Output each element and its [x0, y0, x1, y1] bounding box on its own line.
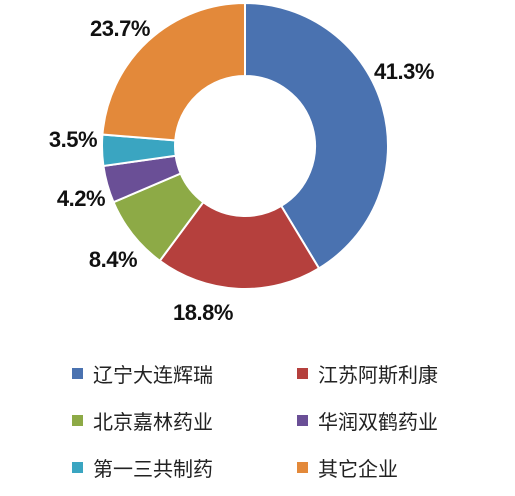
legend-swatch [72, 367, 83, 379]
legend-label: 其它企业 [318, 456, 398, 481]
value-label-4: 4.2% [57, 186, 105, 211]
donut-slice-2 [158, 200, 321, 290]
legend-item-1: 辽宁大连辉瑞 [72, 358, 213, 388]
legend-swatch [72, 414, 83, 426]
value-labels-group: 41.3% 18.8% 8.4% 4.2% 3.5% 23.7% [49, 16, 435, 325]
donut-chart: 41.3% 18.8% 8.4% 4.2% 3.5% 23.7% [49, 1, 435, 325]
slices-group [101, 1, 389, 290]
value-label-1: 41.3% [374, 59, 434, 84]
value-label-3: 8.4% [89, 247, 137, 272]
legend-item-6: 其它企业 [297, 452, 398, 482]
legend-label: 辽宁大连辉瑞 [93, 362, 213, 387]
legend-label: 华润双鹤药业 [318, 409, 438, 434]
donut-slice-6 [101, 1, 246, 142]
legend-item-5: 第一三共制药 [72, 452, 213, 482]
legend-swatch [72, 461, 83, 473]
legend-item-3: 北京嘉林药业 [72, 405, 213, 435]
legend-item-4: 华润双鹤药业 [297, 405, 438, 435]
value-label-2: 18.8% [173, 300, 233, 325]
legend-swatch [297, 414, 308, 426]
legend-label: 第一三共制药 [93, 456, 213, 481]
value-label-6: 23.7% [90, 16, 150, 41]
legend-item-2: 江苏阿斯利康 [297, 358, 438, 388]
legend-swatch [297, 461, 308, 473]
value-label-5: 3.5% [49, 127, 97, 152]
legend-label: 江苏阿斯利康 [318, 362, 438, 387]
legend-swatch [297, 367, 308, 379]
legend-label: 北京嘉林药业 [93, 409, 213, 434]
donut-slice-1 [244, 1, 389, 270]
